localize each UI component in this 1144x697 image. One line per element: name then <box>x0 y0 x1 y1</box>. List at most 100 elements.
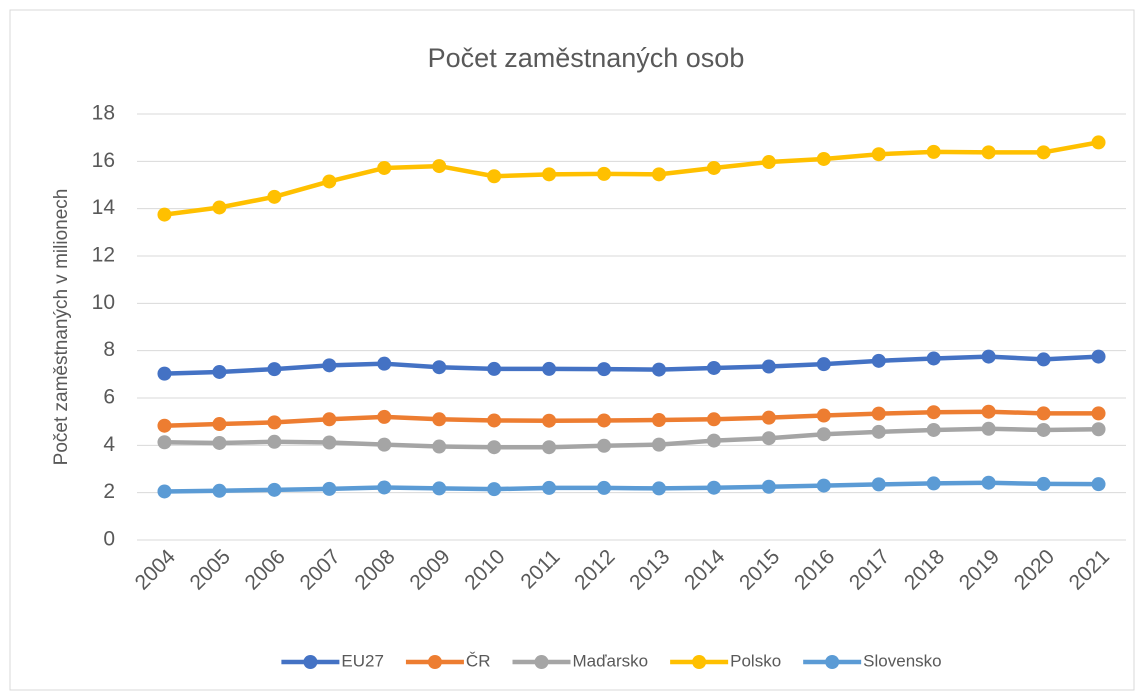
data-point <box>871 353 886 368</box>
data-point <box>597 166 612 181</box>
data-point <box>651 413 666 428</box>
legend-label: ČR <box>466 651 491 670</box>
data-point <box>212 417 227 432</box>
data-point <box>1036 352 1051 367</box>
data-point <box>706 160 721 175</box>
data-point <box>761 155 776 170</box>
data-point <box>651 167 666 182</box>
data-point <box>542 413 557 428</box>
data-point <box>432 159 447 174</box>
data-point <box>597 438 612 453</box>
data-point <box>322 412 337 427</box>
data-point <box>487 440 502 455</box>
data-point <box>542 167 557 182</box>
data-point <box>322 435 337 450</box>
data-point <box>487 169 502 184</box>
series-line <box>164 480 1099 494</box>
data-point <box>1091 406 1106 421</box>
data-point <box>597 480 612 495</box>
legend-marker <box>303 655 318 669</box>
legend-label: Maďarsko <box>572 651 648 670</box>
legend-marker <box>427 655 442 669</box>
data-point <box>267 415 282 430</box>
data-point <box>542 361 557 376</box>
data-point <box>926 144 941 159</box>
data-point <box>432 481 447 496</box>
series-line <box>164 140 1099 217</box>
data-point <box>157 484 172 499</box>
y-tick-label: 16 <box>92 149 115 172</box>
data-point <box>871 477 886 492</box>
data-point <box>981 421 996 436</box>
legend: EU27 ČR Maďarsko Polsko Slovensko <box>281 651 942 670</box>
data-point <box>816 427 831 442</box>
legend-marker <box>534 655 549 669</box>
series-line <box>164 426 1099 450</box>
chart-frame <box>9 9 1135 691</box>
y-tick-label: 18 <box>92 102 115 125</box>
y-tick-label: 12 <box>92 244 115 267</box>
data-point <box>816 357 831 372</box>
data-point <box>212 483 227 498</box>
data-point <box>981 145 996 160</box>
data-point <box>816 151 831 166</box>
data-point <box>377 409 392 424</box>
data-point <box>432 360 447 375</box>
y-tick-label: 0 <box>103 528 115 551</box>
y-tick-label: 2 <box>103 480 115 503</box>
data-point <box>377 480 392 495</box>
data-point <box>926 476 941 491</box>
data-point <box>871 147 886 162</box>
data-point <box>761 479 776 494</box>
data-point <box>157 418 172 433</box>
data-point <box>322 358 337 373</box>
data-point <box>651 437 666 452</box>
data-point <box>761 431 776 446</box>
data-point <box>377 437 392 452</box>
data-point <box>322 174 337 189</box>
data-point <box>377 160 392 175</box>
data-point <box>377 356 392 371</box>
y-tick-label: 6 <box>103 386 115 409</box>
legend-label: Slovensko <box>863 651 941 670</box>
data-point <box>542 480 557 495</box>
data-point <box>157 366 172 381</box>
series-line <box>164 409 1099 428</box>
data-point <box>926 405 941 420</box>
data-point <box>542 440 557 455</box>
data-point <box>432 412 447 427</box>
legend-marker <box>825 655 840 669</box>
data-point <box>706 433 721 448</box>
chart-title: Počet zaměstnaných osob <box>428 43 745 73</box>
data-point <box>487 482 502 497</box>
data-point <box>651 362 666 377</box>
data-point <box>706 360 721 375</box>
legend-label: Polsko <box>730 651 781 670</box>
data-point <box>267 189 282 204</box>
y-tick-label: 10 <box>92 291 115 314</box>
data-point <box>157 207 172 222</box>
data-point <box>1036 145 1051 160</box>
data-point <box>267 362 282 377</box>
data-point <box>322 481 337 496</box>
y-tick-label: 14 <box>92 196 116 219</box>
data-point <box>981 475 996 490</box>
data-point <box>432 439 447 454</box>
data-point <box>597 362 612 377</box>
data-point <box>212 435 227 450</box>
data-point <box>926 422 941 437</box>
y-tick-label: 8 <box>103 338 115 361</box>
data-point <box>871 406 886 421</box>
legend-label: EU27 <box>341 651 384 670</box>
data-point <box>597 413 612 428</box>
data-point <box>1091 422 1106 437</box>
data-point <box>487 413 502 428</box>
data-point <box>267 434 282 449</box>
data-point <box>1036 406 1051 421</box>
data-point <box>816 408 831 423</box>
data-point <box>926 351 941 366</box>
data-point <box>212 364 227 379</box>
data-point <box>981 349 996 364</box>
data-point <box>816 478 831 493</box>
